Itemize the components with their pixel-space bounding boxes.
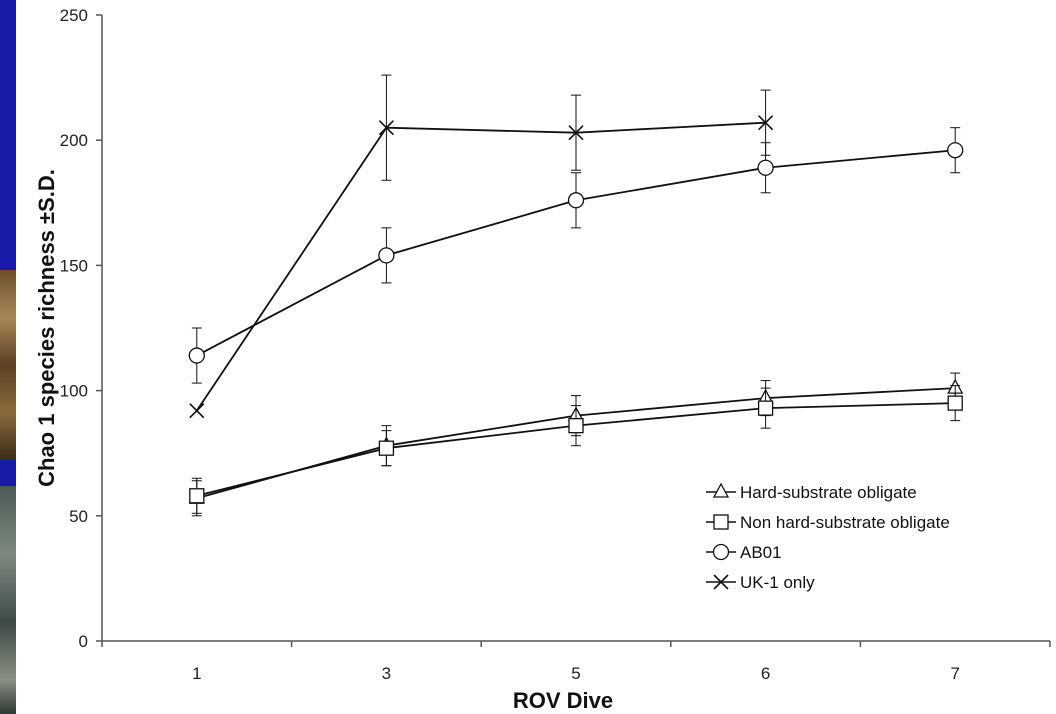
legend: Hard-substrate obligate Non hard-substrat… (706, 482, 950, 592)
y-tick-label: 100 (60, 382, 88, 401)
data-point (188, 347, 205, 364)
legend-item: AB01 (706, 543, 782, 562)
data-point (378, 247, 395, 264)
x-tick-label: 7 (950, 664, 959, 683)
y-tick-label: 150 (60, 256, 88, 275)
data-point (758, 115, 774, 131)
legend-item: Non hard-substrate obligate (706, 513, 950, 532)
legend-label: Non hard-substrate obligate (740, 513, 950, 532)
x-tick-label: 1 (192, 664, 201, 683)
legend-marker (712, 482, 730, 498)
data-point (189, 403, 205, 419)
data-point (378, 440, 395, 456)
legend-item: Hard-substrate obligate (706, 482, 917, 502)
y-tick-label: 200 (60, 131, 88, 150)
legend-label: AB01 (740, 543, 782, 562)
y-tick-label: 250 (60, 6, 88, 25)
y-tick-label: 0 (79, 632, 88, 651)
data-point (568, 125, 584, 141)
legend-marker (713, 514, 729, 530)
data-point (947, 395, 963, 411)
legend-label: Hard-substrate obligate (740, 483, 917, 502)
data-point (757, 159, 774, 176)
x-tick-label: 6 (761, 664, 770, 683)
data-point (378, 120, 394, 136)
chao1-richness-chart: 0 50 100 150 200 250 1 3 5 6 7 Chao 1 species rich… (34, 6, 1051, 713)
legend-marker (713, 574, 729, 590)
x-tick-label: 5 (571, 664, 580, 683)
data-point (567, 192, 585, 209)
y-axis-title: Chao 1 species richness ±S.D. (34, 169, 59, 487)
data-point (189, 488, 205, 504)
plot-panel: 0 50 100 150 200 250 1 3 5 6 7 Chao 1 species rich… (16, 0, 1056, 714)
data-point (568, 418, 584, 434)
series-line (196, 121, 766, 412)
data-point (757, 400, 774, 416)
legend-label: UK-1 only (740, 573, 815, 592)
photo-fragment-top (0, 270, 16, 460)
legend-marker (712, 543, 730, 561)
x-axis-title: ROV Dive (513, 688, 613, 713)
series-square (189, 385, 963, 514)
legend-item: UK-1 only (706, 573, 815, 592)
data-point (947, 142, 964, 159)
y-tick-label: 50 (69, 507, 88, 526)
series-circle (188, 127, 964, 384)
series-cross (189, 74, 774, 419)
photo-fragment-bottom (0, 486, 16, 714)
x-tick-label: 3 (382, 664, 391, 683)
